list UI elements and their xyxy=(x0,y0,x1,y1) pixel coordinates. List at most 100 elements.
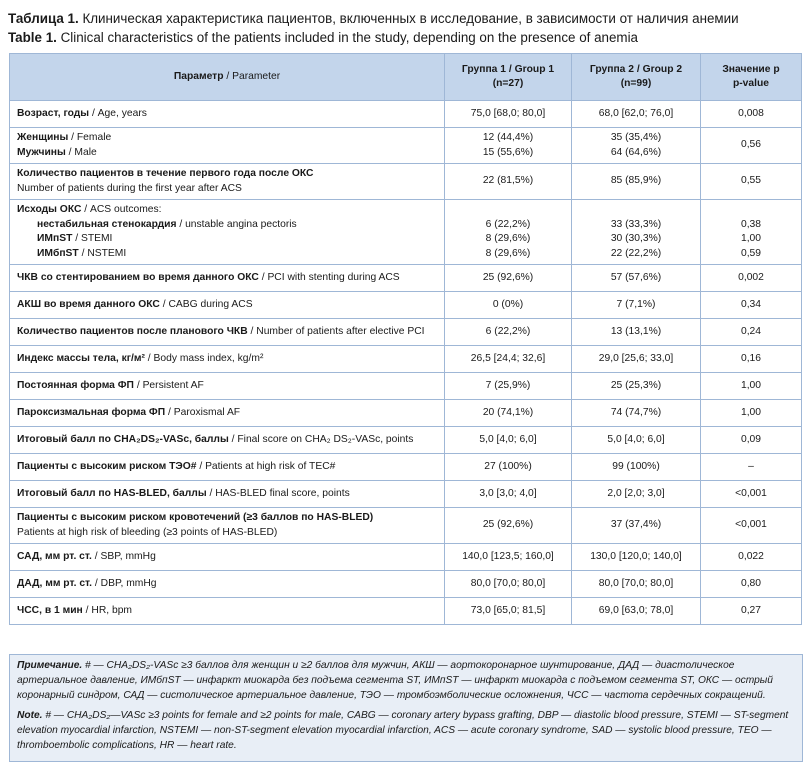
value-line: 6 (22,2%) xyxy=(485,218,531,230)
value-cell: 140,0 [123,5; 160,0] xyxy=(444,543,572,571)
value-cell: 57 (57,6%) xyxy=(571,264,701,292)
parameter-cell: Постоянная форма ФП / Persistent AF xyxy=(9,372,445,400)
label-ru: ИМбпST xyxy=(37,247,79,259)
value-cell: 13 (13,1%) xyxy=(571,318,701,346)
value-cell: 80,0 [70,0; 80,0] xyxy=(444,570,572,598)
label-en: / Final score on CHA₂ DS₂-VASc, points xyxy=(231,433,414,445)
title-text: Клиническая характеристика пациентов, вк… xyxy=(82,11,739,26)
text-line: (n=27) xyxy=(452,77,564,92)
label-ru: Индекс массы тела, кг/м² xyxy=(17,352,145,364)
table-row: Женщины / Female Мужчины / Male 12 (44,4%)… xyxy=(9,127,802,164)
parameter-cell: САД, мм рт. ст. / SBP, mmHg xyxy=(9,543,445,571)
parameter-cell: Пароксизмальная форма ФП / Paroxismal AF xyxy=(9,399,445,427)
table-row: САД, мм рт. ст. / SBP, mmHg 140,0 [123,5;… xyxy=(9,543,802,571)
title-text: Clinical characteristics of the patients… xyxy=(60,30,638,45)
table-row: Количество пациентов после планового ЧКВ… xyxy=(9,318,802,346)
value-line: 15 (55,6%) xyxy=(482,146,534,158)
value-cell: 20 (74,1%) xyxy=(444,399,572,427)
header-row: Параметр / Parameter Группа 1 / Group 1 (n… xyxy=(9,53,802,101)
value-cell: 1,00 xyxy=(700,372,802,400)
table-row: Постоянная форма ФП / Persistent AF 7 (25… xyxy=(9,372,802,400)
label-ru: Пациенты с высоким риском ТЭО# xyxy=(17,460,197,472)
value-cell: 35 (35,4%) 64 (64,6%) xyxy=(571,127,701,164)
parameter-cell: ЧСС, в 1 мин / HR, bpm xyxy=(9,597,445,625)
value-cell: 1,00 xyxy=(700,399,802,427)
header-cell: Группа 1 / Group 1 (n=27) xyxy=(444,53,572,101)
value-cell: 0,16 xyxy=(700,345,802,373)
value-cell: 12 (44,4%) 15 (55,6%) xyxy=(444,127,572,164)
table-row: Исходы ОКС / ACS outcomes: нестабильная с… xyxy=(9,199,802,265)
value-cell: <0,001 xyxy=(700,480,802,508)
parameter-cell: Итоговый балл по CHA₂DS₂-VASc, баллы / F… xyxy=(9,426,445,454)
value-cell: 27 (100%) xyxy=(444,453,572,481)
text-line: Женщины / Female xyxy=(17,131,437,146)
value-line xyxy=(452,203,564,218)
text-line: Мужчины / Male xyxy=(17,146,437,161)
label-en: / HAS-BLED final score, points xyxy=(209,487,350,499)
value-cell: 26,5 [24,4; 32,6] xyxy=(444,345,572,373)
value-cell: 0,008 xyxy=(700,100,802,128)
header-cell: Значение р p-value xyxy=(700,53,802,101)
label-en: / Body mass index, kg/m² xyxy=(147,352,264,364)
title-label: Table 1. xyxy=(8,30,57,45)
label-en: / Male xyxy=(68,146,97,158)
text-line: САД, мм рт. ст. / SBP, mmHg xyxy=(17,550,437,565)
parameter-cell: Исходы ОКС / ACS outcomes: нестабильная с… xyxy=(9,199,445,265)
value-line: 35 (35,4%) xyxy=(610,132,662,143)
text-line: Итоговый балл по CHA₂DS₂-VASc, баллы / F… xyxy=(17,433,437,448)
text-line: Количество пациентов после планового ЧКВ… xyxy=(17,325,437,340)
value-cell: 73,0 [65,0; 81,5] xyxy=(444,597,572,625)
value-line: 8 (29,6%) xyxy=(485,233,531,244)
label-en: / CABG during ACS xyxy=(162,298,253,310)
value-line: 8 (29,6%) xyxy=(485,247,531,259)
label-en: / Group 2 xyxy=(636,63,683,75)
note-label: Note. xyxy=(17,710,43,721)
text-line: Группа 2 / Group 2 xyxy=(579,63,693,78)
note-text: # — CHA₂DS₂-VASc ≥3 баллов для женщин и … xyxy=(17,660,773,701)
label-ru: Количество пациентов в течение первого г… xyxy=(17,168,314,179)
label-ru: Возраст, годы xyxy=(17,107,90,119)
value-cell: 33 (33,3%) 30 (30,3%) 22 (22,2%) xyxy=(571,199,701,265)
value-cell: 25 (92,6%) xyxy=(444,507,572,544)
title-en: Table 1. Clinical characteristics of the… xyxy=(8,28,804,47)
value-cell: 0,34 xyxy=(700,291,802,319)
value-cell: 74 (74,7%) xyxy=(571,399,701,427)
value-cell: 85 (85,9%) xyxy=(571,163,701,200)
value-cell: 25 (25,3%) xyxy=(571,372,701,400)
table-body: Возраст, годы / Age, years 75,0 [68,0; 80… xyxy=(9,100,802,625)
parameter-cell: АКШ во время данного ОКС / CABG during A… xyxy=(9,291,445,319)
text-line: Number of patients during the first year… xyxy=(17,182,437,197)
value-cell: 6 (22,2%) xyxy=(444,318,572,346)
label-en: / HR, bpm xyxy=(85,604,133,616)
value-cell: 130,0 [120,0; 140,0] xyxy=(571,543,701,571)
parameter-cell: ДАД, мм рт. ст. / DBP, mmHg xyxy=(9,570,445,598)
value-cell: 0,55 xyxy=(700,163,802,200)
text-line: Пациенты с высоким риском ТЭО# / Patient… xyxy=(17,460,437,475)
table-row: АКШ во время данного ОКС / CABG during A… xyxy=(9,291,802,319)
value-cell: <0,001 xyxy=(700,507,802,544)
value-cell: 5,0 [4,0; 6,0] xyxy=(444,426,572,454)
header-cell: Группа 2 / Group 2 (n=99) xyxy=(571,53,701,101)
text-line: ЧКВ со стентированием во время данного О… xyxy=(17,271,437,286)
parameter-cell: Количество пациентов в течение первого г… xyxy=(9,163,445,200)
table-row: Возраст, годы / Age, years 75,0 [68,0; 80… xyxy=(9,100,802,128)
label-en: / Group 1 xyxy=(508,63,555,75)
text-line: нестабильная стенокардия / unstable angi… xyxy=(17,218,437,233)
text-line: p-value xyxy=(708,77,794,92)
value-line: 33 (33,3%) xyxy=(610,218,662,230)
value-cell: 68,0 [62,0; 76,0] xyxy=(571,100,701,128)
label-ru: Мужчины xyxy=(17,146,66,158)
table-row: ЧСС, в 1 мин / HR, bpm 73,0 [65,0; 81,5] 6… xyxy=(9,597,802,625)
label-en: / STEMI xyxy=(75,233,113,244)
value-cell: 0 (0%) xyxy=(444,291,572,319)
value-cell: 0,27 xyxy=(700,597,802,625)
value-line: 30 (30,3%) xyxy=(610,233,662,244)
text-line: Постоянная форма ФП / Persistent AF xyxy=(17,379,437,394)
title: Таблица 1. Клиническая характеристика па… xyxy=(0,0,810,47)
parameter-cell: Итоговый балл по HAS-BLED, баллы / HAS-B… xyxy=(9,480,445,508)
table-row: Итоговый балл по HAS-BLED, баллы / HAS-B… xyxy=(9,480,802,508)
label-ru: (n=99) xyxy=(620,78,652,89)
text-line: ИМбпST / NSTEMI xyxy=(17,247,437,262)
label-ru: нестабильная стенокардия xyxy=(37,218,177,230)
